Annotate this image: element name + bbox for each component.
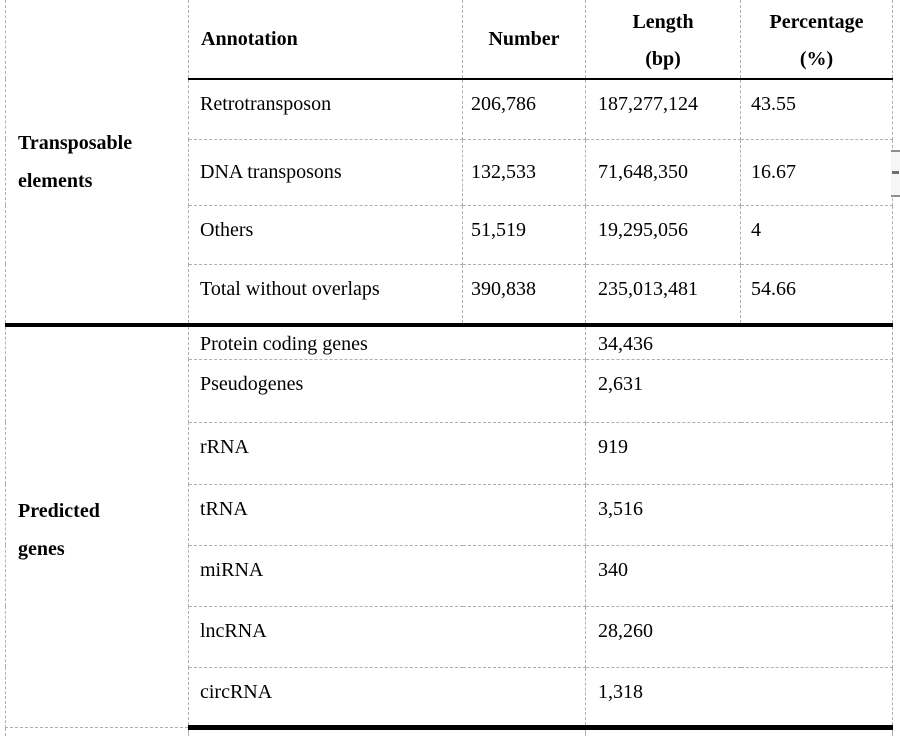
annotation-cell: Protein coding genes: [188, 323, 586, 360]
table-row-rrna: rRNA 919: [6, 421, 893, 485]
stub-cell: [5, 726, 189, 736]
group-label-predicted-genes: Predicted genes: [18, 499, 100, 560]
header-length-line1: Length: [632, 11, 694, 33]
value-cell: 919: [585, 421, 893, 485]
scrollbar-grip-icon: [892, 171, 899, 174]
header-percentage: Percentage (%): [740, 0, 893, 80]
annotation-cell: miRNA: [188, 544, 586, 607]
table-row-retrotransposon: Retrotransposon 206,786 187,277,124 43.5…: [6, 78, 893, 140]
header-number: Number: [462, 0, 586, 80]
value-cell: 1,318: [585, 666, 893, 730]
annotation-cell: circRNA: [188, 666, 586, 730]
length-cell: 71,648,350: [585, 138, 741, 206]
table-row-others: Others 51,519 19,295,056 4: [6, 204, 893, 265]
table-row-dna-transposons: DNA transposons 132,533 71,648,350 16.67: [6, 138, 893, 206]
length-cell: 19,295,056: [585, 204, 741, 265]
value-cell: 34,436: [585, 323, 893, 360]
table-row-protein-coding-genes: Predicted genes Protein coding genes 34,…: [5, 323, 893, 728]
percentage-cell: 43.55: [740, 78, 893, 140]
stub-cell: [188, 726, 586, 736]
header-annotation: Annotation: [188, 0, 463, 80]
table-row-circrna: circRNA 1,318: [6, 666, 893, 730]
value-cell: 2,631: [585, 358, 893, 423]
value-cell: 28,260: [585, 605, 893, 668]
annotation-cell: tRNA: [188, 483, 586, 546]
group-cell-transposable-elements: Transposable elements: [5, 0, 189, 326]
header-percentage-line1: Percentage: [769, 11, 864, 33]
value-cell: 340: [585, 544, 893, 607]
number-cell: 206,786: [462, 78, 586, 140]
percentage-cell: 54.66: [740, 263, 893, 326]
annotation-cell: Retrotransposon: [188, 78, 463, 140]
length-cell: 187,277,124: [585, 78, 741, 140]
header-percentage-line2: (%): [799, 48, 834, 70]
annotation-cell: DNA transposons: [188, 138, 463, 206]
stub-cell: [585, 726, 893, 736]
next-row-stub: [5, 726, 893, 736]
group-label-transposable-elements: Transposable elements: [18, 131, 133, 192]
annotation-cell: Pseudogenes: [188, 358, 586, 423]
annotation-cell: Total without overlaps: [188, 263, 463, 326]
genome-annotation-table: Transposable elements Annotation Number …: [5, 0, 893, 736]
number-cell: 390,838: [462, 263, 586, 326]
number-cell: 51,519: [462, 204, 586, 265]
percentage-cell: 16.67: [740, 138, 893, 206]
group-cell-predicted-genes: Predicted genes: [5, 323, 189, 728]
annotation-cell: lncRNA: [188, 605, 586, 668]
header-length: Length (bp): [585, 0, 741, 80]
annotation-cell: Others: [188, 204, 463, 265]
scrollbar-top-edge: [891, 150, 900, 152]
percentage-cell: 4: [740, 204, 893, 265]
table-row-pseudogenes: Pseudogenes 2,631: [6, 358, 893, 423]
header-row: Transposable elements Annotation Number …: [5, 0, 893, 326]
number-cell: 132,533: [462, 138, 586, 206]
header-length-line2: (bp): [645, 48, 681, 70]
value-cell: 3,516: [585, 483, 893, 546]
annotation-cell: rRNA: [188, 421, 586, 485]
length-cell: 235,013,481: [585, 263, 741, 326]
vertical-scrollbar-thumb[interactable]: [891, 150, 900, 197]
genome-annotation-table-wrap: Transposable elements Annotation Number …: [5, 0, 893, 736]
scrollbar-bottom-edge: [891, 195, 900, 197]
